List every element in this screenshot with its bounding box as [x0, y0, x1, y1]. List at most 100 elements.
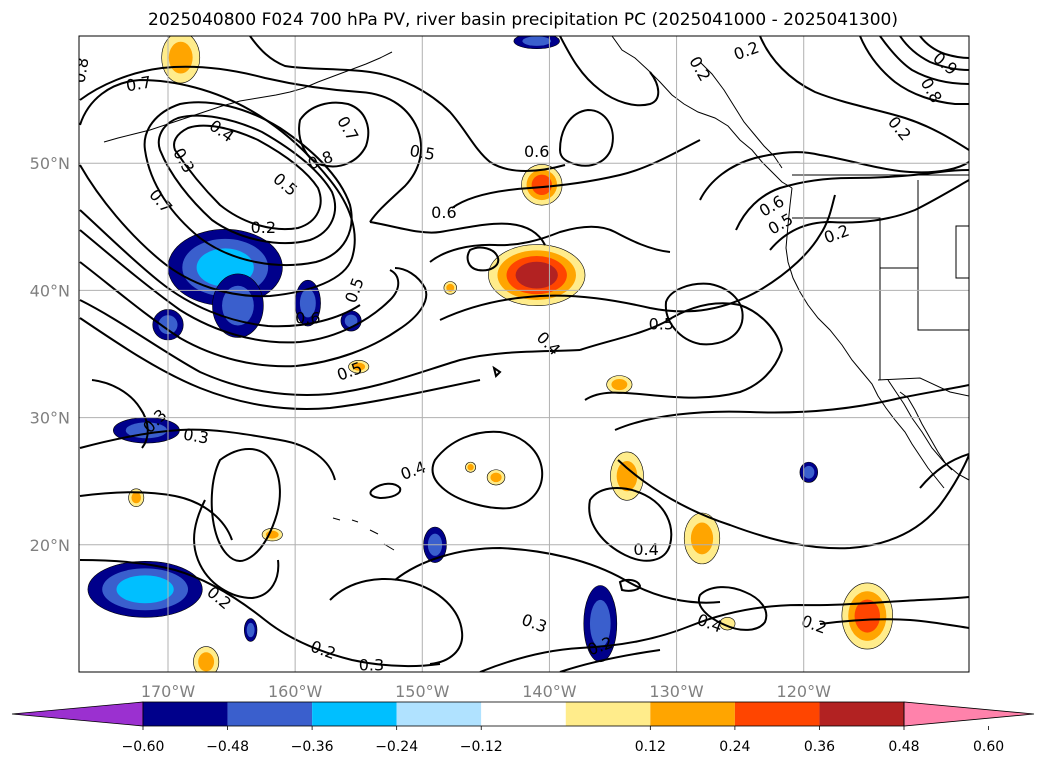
pv-contour: [79, 428, 336, 481]
lat-tick-label: 50°N: [30, 154, 70, 173]
lat-tick-label: 20°N: [30, 536, 70, 555]
precip-level: [803, 465, 815, 479]
colorbar-bin: [227, 702, 313, 726]
contour-label: 0.6: [524, 142, 549, 161]
colorbar-tick-label: 0.48: [888, 739, 919, 755]
pv-contour: [79, 209, 361, 328]
colorbar-extend-low: [11, 701, 144, 727]
pv-contour: [735, 169, 969, 231]
map-background: [79, 36, 969, 672]
precip-level: [246, 622, 255, 638]
contour-label: 0.2: [251, 218, 276, 237]
pv-contour: [579, 302, 783, 351]
precip-level: [522, 36, 552, 46]
pv-contour: [617, 454, 969, 550]
colorbar-extend-high: [903, 701, 1035, 727]
precip-patch: [243, 618, 258, 642]
pv-contour: [699, 151, 969, 201]
colorbar-tick-label: 0.24: [719, 739, 750, 755]
precip-level: [611, 378, 628, 391]
pv-contour: [819, 618, 969, 629]
pv-contour: [91, 379, 149, 449]
colorbar-tick-label: 0.60: [973, 739, 1004, 755]
political-borders: [792, 174, 969, 397]
precip-level: [131, 492, 141, 504]
pv-contour: [466, 246, 500, 272]
precip-level: [589, 599, 611, 648]
precip-level: [198, 652, 215, 672]
contour-label: 0.7: [124, 72, 152, 95]
state-border-1: [792, 217, 918, 269]
precip-patch: [683, 512, 721, 565]
precip-level: [116, 575, 174, 604]
precip-level: [690, 522, 714, 555]
precip-patch: [443, 281, 457, 295]
precip-patch: [841, 582, 894, 650]
pv-contour: [559, 36, 660, 107]
mexico-border: [877, 377, 969, 397]
precip-patch: [193, 646, 220, 672]
pv-contour: [193, 499, 280, 600]
colorbar-bin: [143, 702, 228, 726]
colorbar-bin: [734, 702, 820, 726]
colorbar-tick-label: −0.60: [122, 739, 165, 755]
colorbar-bin: [650, 702, 735, 726]
pv-contour: [369, 482, 402, 500]
axis-labels: 170°W 160°W 150°W 140°W 130°W 120°W 50°N 40°N 30…: [30, 154, 831, 701]
colorbar-bin: [396, 702, 482, 726]
alaska-coast: [611, 36, 793, 189]
pv-contour: [559, 649, 661, 672]
pv-contour: [859, 36, 969, 106]
state-border-4: [955, 225, 969, 279]
contour-label: 0.3: [359, 656, 384, 675]
contour-label: 0.6: [431, 203, 456, 222]
pv-contour: [157, 114, 336, 245]
precip-level: [352, 362, 366, 371]
map-frame: [78, 35, 970, 673]
lon-tick-label: 170°W: [141, 682, 196, 701]
lon-tick-label: 140°W: [522, 682, 577, 701]
lon-tick-label: 150°W: [395, 682, 450, 701]
contour-label: 0.3: [182, 425, 210, 448]
pv-contour: [143, 101, 353, 266]
pv-contour: [451, 139, 701, 209]
contour-label: 0.5: [649, 315, 674, 334]
pv-contour: [618, 578, 642, 592]
precip-level: [299, 288, 316, 318]
north-america-west-coast: [785, 187, 945, 489]
precip-patch: [465, 461, 476, 473]
precip-patch: [583, 585, 618, 663]
state-border-2: [917, 180, 969, 331]
colorbar-bin: [819, 702, 904, 726]
precip-level: [344, 314, 358, 328]
precip-patch: [799, 461, 818, 483]
precip-patch: [212, 273, 264, 338]
pv-contour: [614, 384, 969, 431]
colorbar-tick-label: 0.36: [804, 739, 835, 755]
pv-contour: [899, 36, 969, 71]
pv-contour: [79, 299, 581, 397]
pv-contour: [584, 349, 783, 401]
pv-contour: [431, 430, 544, 510]
pv-contour: [210, 448, 281, 562]
pv-contour: [697, 586, 768, 631]
precip-level: [490, 472, 502, 483]
colorbar-bin: [481, 702, 566, 726]
contour-label: 0.6: [295, 308, 320, 327]
contour-label: 0.4: [633, 540, 658, 559]
colorbar-tick-label: 0.12: [635, 739, 666, 755]
precip-patch: [513, 36, 560, 50]
pv-contour: [79, 229, 400, 344]
precip-level: [467, 464, 474, 471]
precip-level: [531, 174, 552, 196]
pv-contour: [79, 317, 481, 411]
chart-title: 2025040800 F024 700 hPa PV, river basin …: [148, 10, 898, 30]
precip-patch: [87, 561, 203, 618]
colorbar-tick-label: −0.24: [375, 739, 418, 755]
gulf-of-california-coast: [887, 379, 969, 481]
precip-patch: [606, 375, 633, 394]
precip-level: [515, 261, 558, 289]
pv-contour: [558, 108, 614, 167]
pv-contour: [249, 36, 566, 172]
